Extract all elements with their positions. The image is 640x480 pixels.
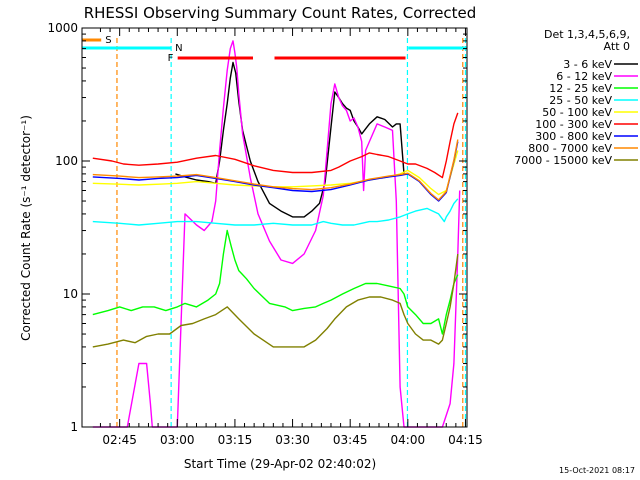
plot-frame bbox=[81, 27, 468, 428]
y-tick-label: 10 bbox=[63, 287, 78, 301]
series-line-6-12-kev bbox=[92, 40, 461, 428]
x-tick-label: 03:15 bbox=[218, 433, 253, 447]
legend-label-800-7000-kev: 800 - 7000 keV bbox=[528, 142, 612, 155]
timestamp: 15-Oct-2021 08:17 bbox=[559, 466, 635, 475]
legend-label-50-100-kev: 50 - 100 keV bbox=[542, 106, 612, 119]
x-tick-label: 03:00 bbox=[160, 433, 195, 447]
legend-label-300-800-kev: 300 - 800 keV bbox=[535, 130, 612, 143]
legend-label-6-12-kev: 6 - 12 keV bbox=[556, 70, 612, 83]
y-tick-label: 1 bbox=[70, 420, 78, 434]
series-line-3-6-kev bbox=[175, 61, 405, 218]
y-tick-label: 100 bbox=[55, 154, 78, 168]
chart-title: RHESSI Observing Summary Count Rates, Co… bbox=[84, 4, 477, 22]
legend-label-12-25-kev: 12 - 25 keV bbox=[549, 82, 612, 95]
flag-label-s: S bbox=[105, 35, 111, 46]
legend-label-3-6-kev: 3 - 6 keV bbox=[563, 58, 612, 71]
series-line-7000-15000-kev bbox=[92, 253, 459, 348]
flag-label-f: F bbox=[168, 53, 174, 64]
series-layer bbox=[92, 40, 461, 428]
legend-label-7000-15000-kev: 7000 - 15000 keV bbox=[514, 154, 612, 167]
series-line-800-7000-kev bbox=[92, 139, 459, 201]
x-tick-label: 04:00 bbox=[391, 433, 426, 447]
series-line-25-50-kev bbox=[92, 198, 459, 226]
legend-label-100-300-kev: 100 - 300 keV bbox=[535, 118, 612, 131]
markers-layer bbox=[116, 38, 467, 427]
legend-label-25-50-kev: 25 - 50 keV bbox=[549, 94, 612, 107]
y-axis-label: Corrected Count Rate (s⁻¹ detector⁻¹) bbox=[19, 115, 33, 341]
x-tick-label: 03:45 bbox=[333, 433, 368, 447]
flags-layer: S NF bbox=[82, 35, 467, 64]
flag-label-n: N bbox=[175, 43, 182, 54]
series-line-300-800-kev bbox=[92, 141, 459, 202]
series-line-50-100-kev bbox=[92, 150, 459, 196]
legend-header-attenuator: Att 0 bbox=[604, 40, 630, 53]
series-line-12-25-kev bbox=[92, 229, 459, 335]
legend-header-detectors: Det 1,3,4,5,6,9, bbox=[544, 28, 630, 41]
x-axis: 02:45 03:00 03:15 03:30 03:45 04:00 04:15 bbox=[99, 28, 483, 447]
series-line-100-300-kev bbox=[92, 112, 459, 179]
x-tick-label: 03:30 bbox=[275, 433, 310, 447]
x-tick-label: 02:45 bbox=[102, 433, 137, 447]
y-axis: 1 10 100 1000 bbox=[47, 21, 467, 434]
x-tick-label: 04:15 bbox=[448, 433, 483, 447]
x-axis-label: Start Time (29-Apr-02 02:40:02) bbox=[184, 457, 376, 471]
y-tick-label: 1000 bbox=[47, 21, 78, 35]
